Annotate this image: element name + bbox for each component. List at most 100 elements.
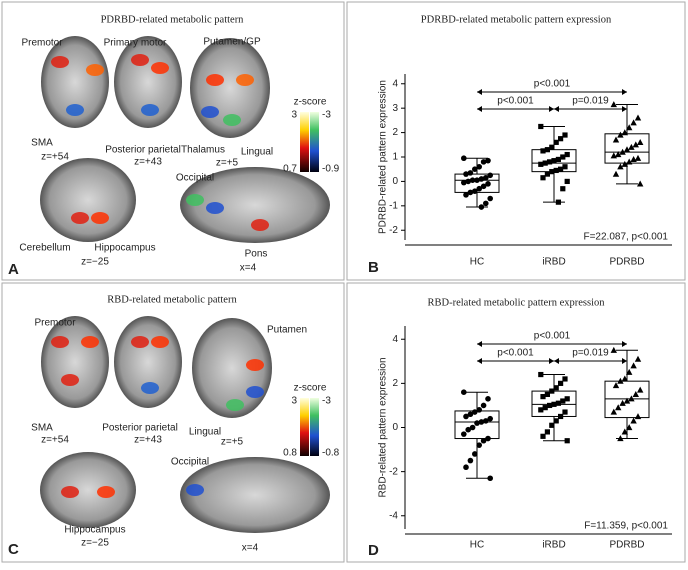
region-label: z=+54: [41, 435, 69, 446]
point: [628, 143, 635, 150]
activation-blob: [223, 114, 241, 126]
brain-slice: [180, 167, 330, 243]
region-label: z=+43: [134, 157, 162, 168]
region-label: Occipital: [176, 173, 214, 184]
x-tick-label: HC: [470, 540, 484, 551]
point: [461, 389, 467, 395]
activation-blob: [51, 56, 69, 68]
point: [487, 195, 494, 202]
activation-blob: [131, 336, 149, 348]
panel-frame: [1, 282, 345, 563]
point: [485, 181, 491, 187]
point: [542, 405, 548, 411]
point: [555, 199, 561, 205]
brain-slice: [41, 316, 109, 408]
point: [621, 375, 628, 382]
activation-blob: [151, 336, 169, 348]
point: [626, 124, 633, 131]
point: [472, 188, 478, 194]
point: [637, 386, 644, 393]
y-tick-label: 0: [392, 422, 398, 433]
y-axis-label: RBD-related pattern expression: [378, 357, 389, 497]
brain-slice: [114, 316, 182, 408]
region-label: z=−25: [81, 538, 109, 549]
point: [553, 167, 559, 174]
point: [474, 420, 480, 426]
stat-label: F=22.087, p<0.001: [583, 232, 668, 243]
region-label: z=+5: [216, 158, 239, 169]
y-axis-label: PDRBD-related pattern expression: [378, 80, 389, 234]
point: [558, 413, 564, 420]
region-label: Posterior parietal: [102, 423, 178, 434]
point: [564, 178, 570, 185]
point: [551, 401, 557, 407]
point: [621, 428, 628, 435]
region-label: Primary motor: [104, 38, 167, 49]
point: [478, 176, 485, 182]
region-label: Hippocampus: [64, 525, 125, 536]
point: [610, 408, 617, 415]
point: [485, 435, 491, 442]
point: [612, 170, 620, 177]
region-label: Putamen/GP: [203, 37, 261, 48]
point: [634, 154, 642, 161]
colorbar-label: -0.9: [322, 164, 340, 175]
point: [626, 424, 633, 431]
region-label: Cerebellum: [19, 243, 70, 254]
point: [612, 382, 620, 389]
point: [540, 394, 546, 400]
point: [562, 376, 568, 382]
point: [467, 457, 474, 464]
region-label: Putamen: [267, 325, 307, 336]
colorbar-label: 0.7: [283, 164, 297, 175]
point: [463, 413, 469, 420]
y-tick-label: 3: [392, 103, 398, 114]
point: [619, 399, 626, 406]
point: [463, 171, 469, 177]
point: [487, 172, 494, 179]
point: [617, 377, 624, 384]
point: [538, 371, 544, 378]
panel-letter: B: [368, 259, 379, 276]
colorbar-negative: [310, 112, 319, 172]
activation-blob: [81, 336, 99, 348]
y-tick-label: 2: [392, 378, 398, 389]
y-tick-label: -1: [389, 200, 398, 211]
point: [628, 395, 635, 402]
point: [553, 418, 559, 424]
point: [487, 415, 494, 422]
point: [474, 177, 480, 183]
point: [610, 101, 617, 108]
activation-blob: [236, 74, 254, 86]
panel-letter: D: [368, 542, 379, 559]
point: [564, 396, 570, 402]
point: [547, 159, 553, 165]
point: [612, 136, 620, 143]
point: [549, 422, 555, 428]
point: [538, 407, 544, 413]
point: [485, 157, 491, 164]
activation-blob: [251, 219, 269, 231]
x-tick-label: PDRBD: [609, 257, 644, 268]
colorbar-label: 0.8: [283, 448, 297, 459]
point: [467, 411, 474, 418]
point: [485, 396, 491, 402]
point: [634, 413, 642, 420]
activation-blob: [246, 359, 264, 371]
point: [610, 152, 617, 159]
point: [547, 402, 553, 409]
panel-title: RBD-related metabolic pattern: [107, 294, 237, 305]
point: [538, 123, 544, 130]
point: [487, 475, 494, 482]
point: [540, 148, 546, 154]
activation-blob: [97, 486, 115, 498]
x-tick-label: HC: [470, 257, 484, 268]
point: [480, 159, 487, 165]
activation-blob: [206, 74, 224, 86]
activation-blob: [91, 212, 109, 224]
colorbar-negative: [310, 398, 319, 456]
brain-slice: [180, 457, 330, 533]
region-label: SMA: [31, 138, 53, 149]
point: [465, 178, 472, 185]
